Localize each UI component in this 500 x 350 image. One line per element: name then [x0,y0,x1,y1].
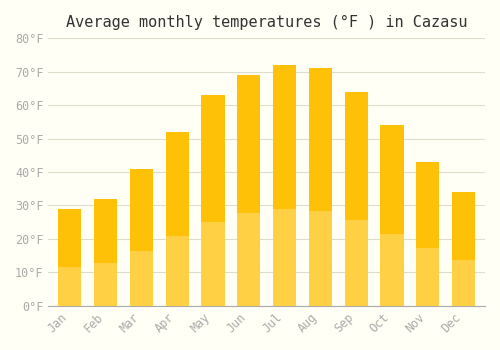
Bar [416,162,440,306]
Bar [237,75,260,306]
Bar [58,267,82,306]
Bar [130,251,153,306]
Bar [94,199,118,306]
Bar [380,233,404,306]
Bar [308,211,332,306]
Bar [166,236,189,306]
Bar [202,222,224,306]
Bar [273,209,296,306]
Bar [380,125,404,306]
Bar [344,220,368,306]
Bar [452,260,475,306]
Bar [273,65,296,306]
Bar [166,132,189,306]
Bar [452,192,475,306]
Bar [344,92,368,306]
Bar [308,68,332,306]
Bar [130,169,153,306]
Bar [237,214,260,306]
Bar [416,248,440,306]
Bar [202,95,224,306]
Bar [94,263,118,306]
Bar [58,209,82,306]
Title: Average monthly temperatures (°F ) in Cazasu: Average monthly temperatures (°F ) in Ca… [66,15,468,30]
